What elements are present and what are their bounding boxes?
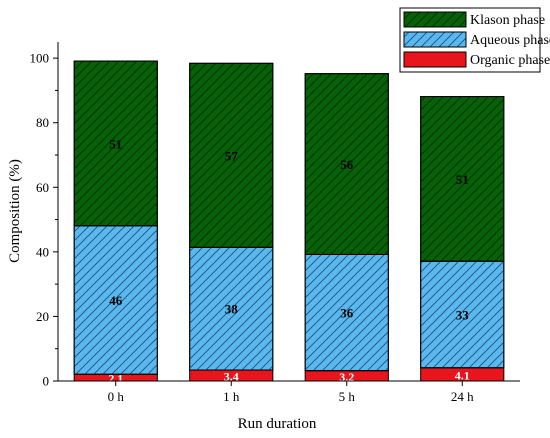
data-label-klason-phase-24-h: 51 [456,172,469,187]
legend-label-klason-phase: Klason phase [470,13,545,28]
y-tick-label-80: 80 [36,115,49,130]
bar-hatch-klason-phase-0-h [73,60,158,227]
data-label-organic-phase-0-h: 2.1 [108,372,123,386]
data-label-aqueous-phase-5-h: 36 [340,306,354,321]
x-ticks-group: 0 h 1 h 5 h 24 h [108,381,474,404]
data-label-klason-phase-5-h: 56 [340,157,354,172]
data-label-organic-phase-24-h: 4.1 [455,368,470,382]
x-tick-label-1-h: 1 h [223,389,240,404]
legend-label-organic-phase: Organic phase [470,53,550,68]
x-tick-label-0-h: 0 h [108,389,125,404]
y-tick-label-100: 100 [30,51,50,66]
y-tick-label-40: 40 [36,244,49,259]
bar-hatch-klason-phase-5-h [304,73,389,255]
y-axis-title: Composition (%) [7,159,23,263]
bar-hatch-aqueous-phase-0-h [73,225,158,375]
bars-group [73,60,505,382]
legend-swatch-hatch-aqueous-phase [403,31,467,48]
bar-hatch-klason-phase-1-h [189,62,274,248]
y-tick-label-20: 20 [36,309,49,324]
legend-label-aqueous-phase: Aqueous phase [470,33,550,48]
data-label-organic-phase-1-h: 3.4 [224,370,239,384]
y-ticks-group: 0 20 40 60 80 100 [30,51,58,389]
data-label-aqueous-phase-1-h: 38 [225,302,239,317]
data-label-organic-phase-5-h: 3.2 [339,370,354,384]
legend: Klason phase Aqueous phase Organic phase [399,7,550,73]
bar-hatch-klason-phase-24-h [420,96,505,262]
y-tick-label-60: 60 [36,180,49,195]
data-label-klason-phase-0-h: 51 [109,136,122,151]
x-axis-title: Run duration [238,416,317,432]
legend-swatch-hatch-klason-phase [403,11,467,28]
data-label-aqueous-phase-24-h: 33 [456,307,470,322]
data-label-aqueous-phase-0-h: 46 [109,293,123,308]
data-label-klason-phase-1-h: 57 [225,148,239,163]
bar-hatch-aqueous-phase-5-h [304,253,389,372]
bar-labels-group: 2.1 46 51 3.4 38 57 3.2 36 56 4.1 33 51 [108,136,470,385]
y-tick-label-0: 0 [43,374,50,389]
legend-swatch-organic-phase [403,51,467,68]
x-tick-label-5-h: 5 h [339,389,356,404]
x-tick-label-24-h: 24 h [451,389,474,404]
